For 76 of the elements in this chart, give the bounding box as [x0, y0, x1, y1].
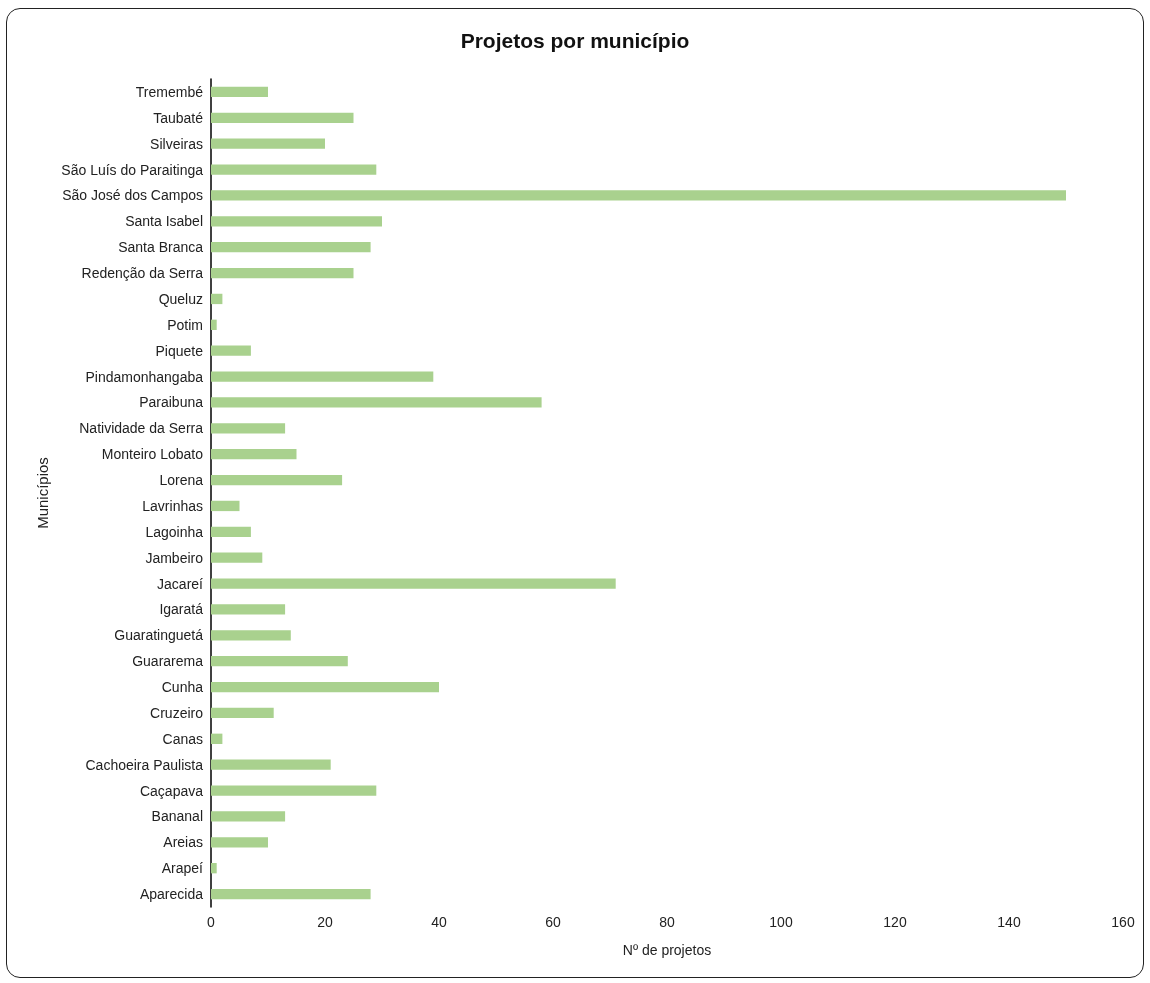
y-tick-label: Jambeiro	[145, 549, 204, 566]
x-tick-label: 160	[1111, 914, 1135, 930]
bar	[211, 578, 616, 589]
bar	[211, 242, 371, 253]
bar	[211, 733, 223, 744]
bar	[211, 863, 217, 874]
x-tick-label: 80	[659, 914, 675, 930]
x-tick-label: 60	[545, 914, 561, 930]
bar	[211, 888, 371, 900]
bar	[211, 552, 263, 563]
y-tick-label: Igaratá	[159, 601, 204, 618]
bar	[211, 707, 274, 719]
y-tick-label: Lavrinhas	[142, 497, 203, 514]
y-tick-label: Queluz	[158, 290, 203, 307]
y-axis-title: Municípios	[34, 457, 52, 529]
bar	[211, 681, 439, 693]
bar	[211, 423, 286, 434]
y-tick-label: Cunha	[161, 679, 204, 696]
y-tick-label: São José dos Campos	[62, 187, 203, 204]
y-tick-label: Santa Branca	[118, 239, 204, 256]
bar	[211, 759, 331, 770]
y-tick-label: Tremembé	[135, 83, 204, 100]
bar	[211, 112, 354, 123]
y-tick-label: São Luís do Paraitinga	[61, 161, 204, 178]
bar	[211, 138, 325, 149]
y-tick-label: Cruzeiro	[150, 704, 204, 721]
y-tick-label: Guararema	[132, 653, 204, 670]
bar	[211, 837, 268, 848]
bar	[211, 785, 377, 796]
bar	[211, 293, 223, 305]
bar	[211, 267, 354, 279]
bar	[211, 449, 297, 460]
y-tick-label: Santa Isabel	[125, 213, 203, 230]
y-tick-label: Lorena	[159, 472, 204, 489]
y-tick-label: Silveiras	[150, 135, 203, 152]
y-tick-label: Redenção da Serra	[81, 265, 204, 282]
bar	[211, 345, 251, 356]
x-tick-label: 140	[997, 914, 1021, 930]
y-tick-label: Aparecida	[139, 886, 204, 903]
bar	[211, 86, 268, 98]
y-tick-label: Lagoinha	[145, 523, 204, 540]
y-tick-label: Bananal	[151, 808, 203, 825]
x-tick-label: 100	[769, 914, 793, 930]
bar	[211, 216, 382, 227]
x-axis-title: Nº de projetos	[622, 942, 712, 958]
x-tick-label: 20	[317, 914, 333, 930]
y-tick-label: Pindamonhangaba	[85, 368, 204, 385]
chart-title: Projetos por município	[460, 29, 690, 52]
bar	[211, 656, 348, 667]
y-tick-label: Jacareí	[157, 575, 204, 592]
bar	[211, 500, 240, 512]
y-tick-label: Potim	[167, 316, 203, 333]
y-tick-label: Guaratinguetá	[114, 627, 204, 644]
bar	[211, 811, 286, 822]
y-tick-label: Canas	[162, 730, 203, 747]
bar	[211, 319, 217, 330]
bar	[211, 526, 251, 537]
x-tick-label: 40	[431, 914, 447, 930]
y-tick-label: Caçapava	[139, 782, 204, 799]
y-tick-label: Areias	[163, 834, 203, 851]
bar	[211, 164, 377, 175]
y-tick-label: Taubaté	[153, 109, 204, 126]
bar	[211, 397, 542, 408]
y-tick-label: Natividade da Serra	[79, 420, 204, 437]
bar	[211, 630, 291, 641]
y-tick-label: Piquete	[155, 342, 204, 359]
bar	[211, 371, 434, 382]
y-tick-label: Paraibuna	[139, 394, 204, 411]
bar	[211, 604, 286, 615]
y-tick-label: Arapeí	[161, 860, 204, 877]
x-tick-label: 120	[883, 914, 907, 930]
y-tick-label: Monteiro Lobato	[101, 446, 204, 463]
y-tick-label: Cachoeira Paulista	[85, 756, 204, 773]
bar	[211, 190, 1066, 201]
x-tick-label: 0	[207, 914, 216, 930]
bar	[211, 474, 343, 486]
